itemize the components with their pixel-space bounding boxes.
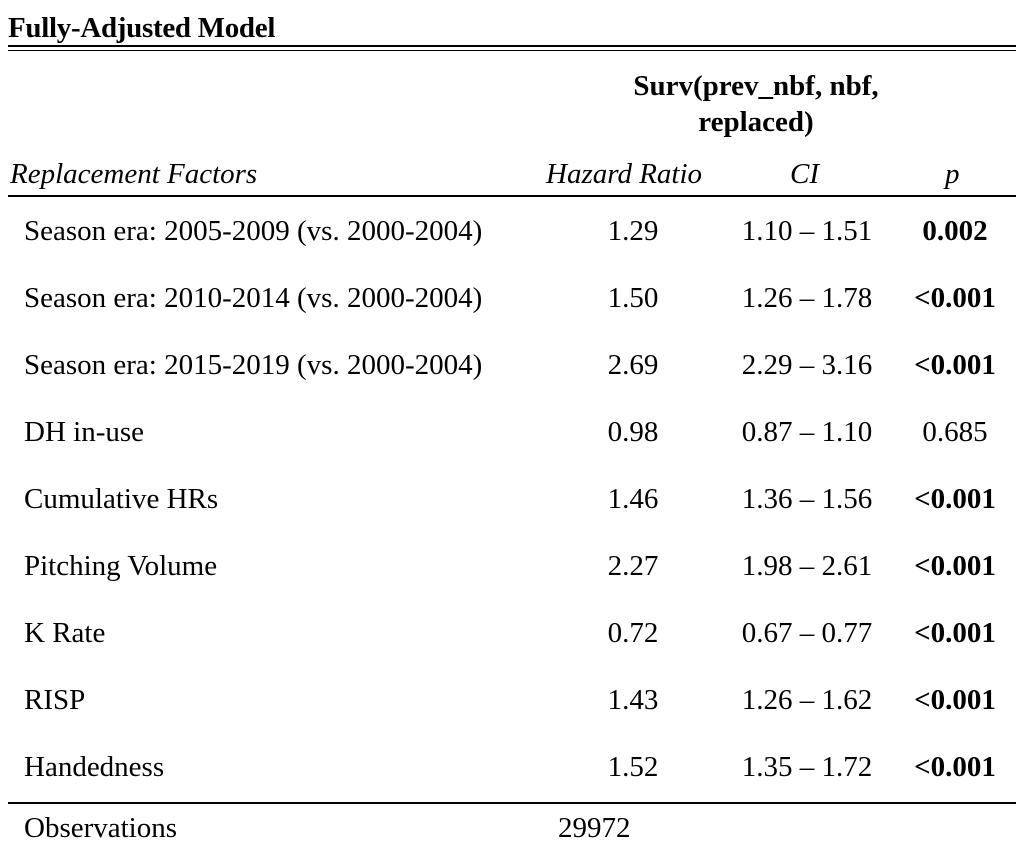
p-value-cell: 0.685	[922, 416, 988, 448]
ci-cell: 1.36 – 1.56	[741, 483, 873, 515]
ci-cell: 2.29 – 3.16	[741, 349, 873, 381]
hazard-ratio-cell: 2.69	[607, 349, 659, 381]
column-header-factors: Replacement Factors	[10, 158, 258, 190]
p-value-cell: <0.001	[914, 483, 996, 515]
column-header-ci: CI	[790, 158, 819, 190]
table-row: Pitching Volume 2.27 1.98 – 2.61 <0.001	[0, 533, 1020, 600]
ci-cell: 1.26 – 1.62	[741, 684, 873, 716]
row-label: Pitching Volume	[24, 550, 218, 582]
row-label: Season era: 2005-2009 (vs. 2000-2004)	[24, 215, 483, 247]
table-title: Fully-Adjusted Model	[8, 12, 276, 44]
column-header-hazard-ratio: Hazard Ratio	[546, 158, 703, 190]
observations-value: 29972	[558, 812, 631, 844]
header-rule	[8, 195, 1016, 197]
hazard-ratio-cell: 1.50	[607, 282, 659, 314]
hazard-ratio-cell: 1.46	[607, 483, 659, 515]
p-value-cell: <0.001	[914, 617, 996, 649]
ci-cell: 1.98 – 2.61	[741, 550, 873, 582]
title-rule-bottom	[8, 50, 1016, 51]
p-value-cell: <0.001	[914, 349, 996, 381]
table-row: DH in-use 0.98 0.87 – 1.10 0.685	[0, 399, 1020, 466]
observations-label: Observations	[24, 812, 178, 844]
hazard-ratio-cell: 1.29	[607, 215, 659, 247]
ci-cell: 1.35 – 1.72	[741, 751, 873, 783]
row-label: DH in-use	[24, 416, 145, 448]
row-label: Handedness	[24, 751, 165, 783]
table-row: Season era: 2015-2019 (vs. 2000-2004) 2.6…	[0, 332, 1020, 399]
column-header-p: p	[945, 158, 960, 190]
ci-cell: 0.67 – 0.77	[741, 617, 873, 649]
title-rule-top	[8, 45, 1016, 47]
p-value-cell: <0.001	[914, 282, 996, 314]
hazard-ratio-cell: 1.43	[607, 684, 659, 716]
hazard-ratio-cell: 1.52	[607, 751, 659, 783]
row-label: Cumulative HRs	[24, 483, 219, 515]
ci-cell: 0.87 – 1.10	[741, 416, 873, 448]
p-value-cell: 0.002	[922, 215, 988, 247]
table-row: Cumulative HRs 1.46 1.36 – 1.56 <0.001	[0, 466, 1020, 533]
p-value-cell: <0.001	[914, 751, 996, 783]
table-row: Season era: 2005-2009 (vs. 2000-2004) 1.2…	[0, 198, 1020, 265]
model-group-header: Surv(prev_nbf, nbf, replaced)	[516, 68, 996, 140]
row-label: RISP	[24, 684, 86, 716]
p-value-cell: <0.001	[914, 550, 996, 582]
ci-cell: 1.26 – 1.78	[741, 282, 873, 314]
hazard-ratio-cell: 0.98	[607, 416, 659, 448]
model-group-header-text: Surv(prev_nbf, nbf, replaced)	[633, 70, 879, 138]
hazard-ratio-cell: 2.27	[607, 550, 659, 582]
hazard-ratio-cell: 0.72	[607, 617, 659, 649]
row-label: K Rate	[24, 617, 106, 649]
table-row: Handedness 1.52 1.35 – 1.72 <0.001	[0, 734, 1020, 801]
row-label: Season era: 2015-2019 (vs. 2000-2004)	[24, 349, 483, 381]
row-label: Season era: 2010-2014 (vs. 2000-2004)	[24, 282, 483, 314]
ci-cell: 1.10 – 1.51	[741, 215, 873, 247]
table-row: RISP 1.43 1.26 – 1.62 <0.001	[0, 667, 1020, 734]
p-value-cell: <0.001	[914, 684, 996, 716]
footer-rule	[8, 802, 1016, 804]
table-row: Season era: 2010-2014 (vs. 2000-2004) 1.5…	[0, 265, 1020, 332]
table-row: K Rate 0.72 0.67 – 0.77 <0.001	[0, 600, 1020, 667]
